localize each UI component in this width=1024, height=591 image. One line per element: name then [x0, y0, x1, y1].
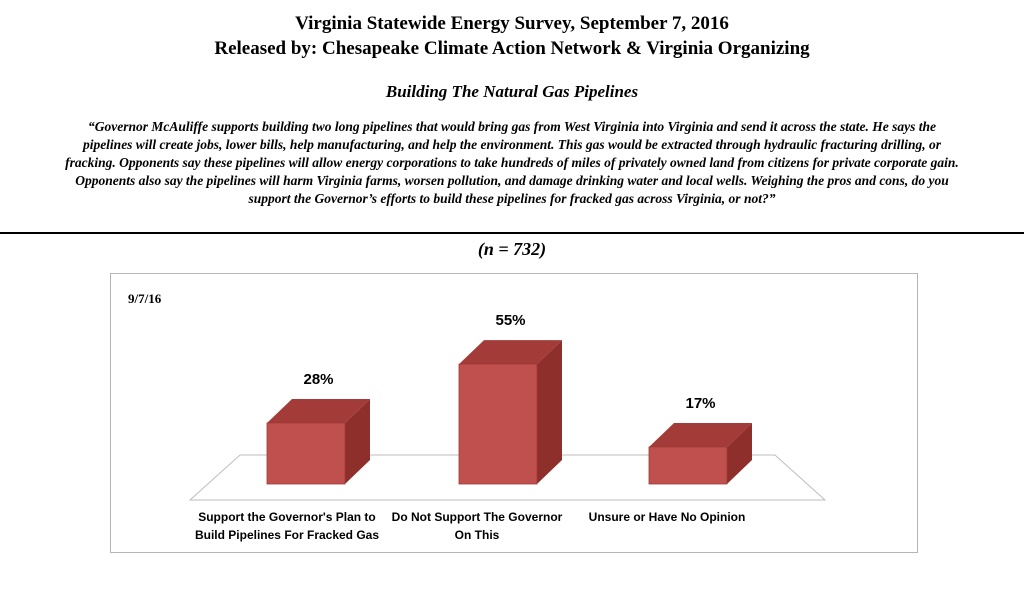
bar-value-label-2: 55% — [495, 312, 526, 330]
bar-top-3 — [649, 422, 752, 447]
section-subtitle: Building The Natural Gas Pipelines — [385, 82, 639, 101]
bar-top-2 — [459, 340, 562, 365]
category-label-2: Do Not Support The Governor On This — [372, 508, 582, 544]
bar-side-3 — [727, 422, 752, 484]
bar-value-label-3: 17% — [685, 394, 716, 412]
divider-rule — [0, 232, 1024, 234]
bar-side-1 — [345, 398, 370, 484]
category-label-1: Support the Governor's Plan to Build Pipe… — [182, 508, 392, 544]
bar-top-1 — [267, 398, 370, 423]
released-by: Released by: Chesapeake Climate Action N… — [214, 38, 810, 59]
bar-3 — [648, 446, 728, 485]
survey-question: “Governor McAuliffe supports building tw… — [65, 119, 959, 206]
category-label-line: Unsure or Have No Opinion — [588, 510, 746, 524]
sample-size: (n = 732) — [477, 239, 547, 259]
bar-2 — [458, 363, 538, 485]
series-date-label: 9/7/16 — [128, 291, 162, 306]
bar-value-label-1: 28% — [303, 370, 334, 388]
category-label-3: Unsure or Have No Opinion — [562, 508, 772, 526]
category-label-line: Do Not Support The Governor — [391, 510, 563, 524]
bar-1 — [266, 422, 346, 485]
category-label-line: Build Pipelines For Fracked Gas — [194, 528, 380, 542]
category-label-line: Support the Governor's Plan to — [198, 510, 376, 524]
category-label-line: On This — [454, 528, 500, 542]
survey-title: Virginia Statewide Energy Survey, Septem… — [295, 13, 729, 34]
bar-side-2 — [537, 340, 562, 484]
